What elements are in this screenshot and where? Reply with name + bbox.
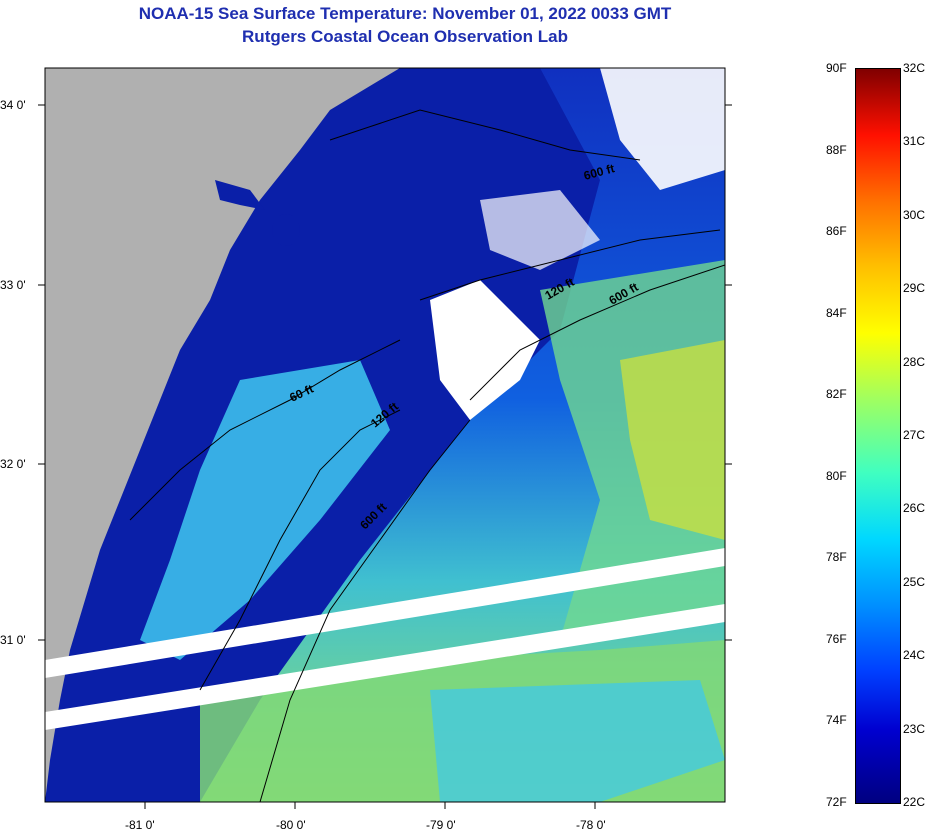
colorbar-c-label: 28C: [903, 354, 926, 369]
inland-water: [215, 180, 265, 210]
lat-label: 32 0': [0, 457, 26, 471]
lon-label: -80 0': [276, 818, 306, 832]
map-frame: [44, 67, 726, 803]
swath-gap-1: [45, 548, 725, 678]
contour-120ft-north: [419, 229, 721, 301]
cloud-mask: [430, 280, 540, 420]
colorbar-c-label: 23C: [903, 721, 926, 736]
colorbar-f-label: 90F: [826, 61, 847, 75]
colorbar-f-label: 80F: [826, 468, 847, 483]
colorbar-c-label: 29C: [903, 281, 926, 296]
lon-label: -78 0': [576, 818, 606, 832]
colorbar-c-label: 27C: [903, 428, 926, 442]
colorbar-c-label: 30C: [903, 207, 926, 222]
cloud-mask-mid: [480, 190, 600, 270]
lat-label: 31 0': [0, 633, 26, 647]
colorbar-c-label: 32C: [903, 61, 926, 75]
map-subtitle: Rutgers Coastal Ocean Observation Lab: [242, 27, 568, 46]
colorbar-f-label: 72F: [826, 795, 847, 809]
colorbar-f-label: 74F: [826, 713, 847, 728]
colorbar-c-label: 25C: [903, 574, 926, 589]
swath-gap-2: [45, 604, 725, 730]
colorbar-f-label: 84F: [826, 305, 847, 320]
cloud-mask-ne: [600, 68, 725, 190]
contour-600ft-east: [469, 264, 725, 401]
contour-600ft: [259, 419, 471, 802]
colorbar-f-label: 82F: [826, 387, 847, 402]
warm-coastal-patch: [140, 360, 390, 660]
colorbar-f-label: 76F: [826, 631, 847, 646]
southern-cool-patch: [430, 680, 725, 802]
contour-120ft: [199, 409, 401, 691]
lat-label: 33 0': [0, 278, 26, 292]
colorbar-f-label: 78F: [826, 550, 847, 565]
lon-label: -79 0': [426, 818, 456, 832]
colorbar-c-label: 24C: [903, 648, 926, 663]
colorbar-c-label: 31C: [903, 134, 926, 149]
land-mass: [45, 68, 400, 802]
map-ticks: [38, 104, 732, 809]
colorbar-c-label: 22C: [903, 795, 926, 809]
lat-label: 34 0': [0, 98, 26, 112]
map-area: 600 ft 120 ft 600 ft 60 ft 120 ft 600 ft: [45, 68, 725, 802]
inland-lake: [272, 214, 300, 246]
colorbar-f-label: 86F: [826, 224, 847, 239]
warm-core: [620, 340, 725, 540]
contour-600ft-north: [329, 109, 641, 161]
colorbar-c-label: 26C: [903, 501, 926, 516]
temperature-colorbar: [855, 68, 901, 804]
colorbar-f-label: 88F: [826, 142, 847, 157]
map-title: NOAA-15 Sea Surface Temperature: Novembe…: [138, 4, 672, 23]
lon-label: -81 0': [125, 818, 155, 832]
contour-60ft: [129, 339, 401, 521]
